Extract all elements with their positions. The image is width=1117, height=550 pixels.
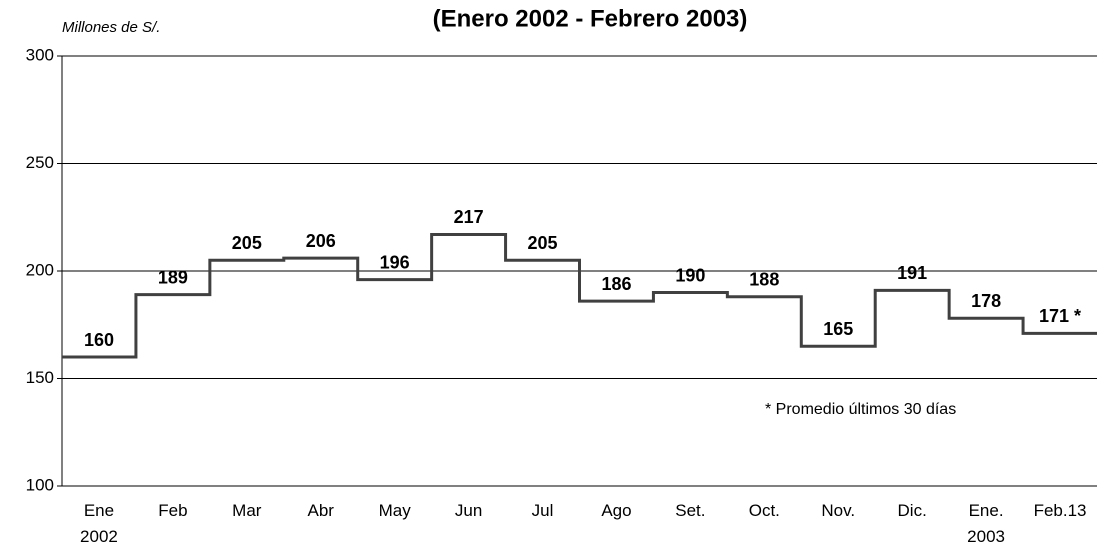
- data-label: 205: [232, 233, 262, 253]
- x-tick-label: Feb.13: [1033, 501, 1087, 520]
- y-tick-label: 300: [26, 45, 54, 64]
- x-tick-label: Ene 2002: [80, 501, 118, 546]
- x-tick-label: Mar: [232, 501, 262, 520]
- x-tick-label: Abr: [307, 501, 334, 520]
- y-tick-label: 250: [26, 153, 54, 172]
- data-label: 171 *: [1039, 306, 1081, 326]
- data-label: 206: [306, 231, 336, 251]
- x-tick-label: Ago: [601, 501, 632, 520]
- x-tick-label: Feb: [158, 501, 188, 520]
- data-label: 189: [158, 267, 188, 287]
- data-label: 188: [749, 270, 779, 290]
- x-tick-label: May: [378, 501, 411, 520]
- data-label: 205: [528, 233, 558, 253]
- x-tick-label: Set.: [675, 501, 706, 520]
- data-label: 186: [601, 274, 631, 294]
- x-tick-label: Jun: [454, 501, 483, 520]
- x-tick-label: Oct.: [748, 501, 780, 520]
- y-axis-label: Millones de S/.: [62, 19, 160, 36]
- data-label: 165: [823, 319, 853, 339]
- x-tick-label: Ene. 2003: [967, 501, 1005, 546]
- data-label: 190: [675, 265, 705, 285]
- data-label: 191: [897, 263, 927, 283]
- x-tick-label: Dic.: [897, 501, 927, 520]
- x-tick-label: Jul: [531, 501, 554, 520]
- data-label: 160: [84, 330, 114, 350]
- data-label: 178: [971, 291, 1001, 311]
- data-label: 196: [380, 252, 410, 272]
- chart-title: (Enero 2002 - Febrero 2003): [433, 5, 748, 32]
- step-line: [62, 232, 1097, 359]
- y-tick-label: 100: [26, 475, 54, 494]
- y-tick-label: 200: [26, 260, 54, 279]
- annotation: * Promedio últimos 30 días: [765, 401, 956, 418]
- x-tick-label: Nov.: [821, 501, 856, 520]
- y-tick-label: 150: [26, 368, 54, 387]
- data-label: 217: [454, 207, 484, 227]
